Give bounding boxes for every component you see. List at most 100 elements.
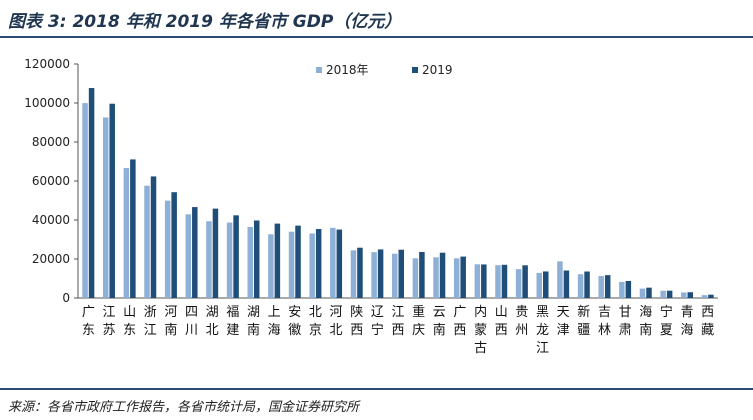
x-tick-label: 西藏: [701, 305, 714, 338]
x-tick-label: 上海: [268, 305, 281, 338]
bar-2019: [501, 264, 508, 298]
x-tick-label: 海南: [639, 305, 652, 338]
y-tick-label: 120000: [24, 57, 70, 71]
bar-2018: [288, 231, 295, 298]
bar-2019: [584, 271, 590, 298]
bar-2019: [439, 252, 446, 298]
x-tick-label: 广东: [82, 305, 95, 338]
x-tick-label: 湖北: [206, 305, 219, 338]
y-tick-label: 60000: [32, 174, 70, 188]
bar-2019: [481, 264, 487, 298]
bar-2019: [666, 290, 673, 298]
bar-2018: [701, 295, 708, 298]
bar-2018: [309, 233, 315, 298]
bar-2019: [377, 249, 384, 298]
bar-2018: [226, 222, 233, 298]
bar-2018: [577, 274, 584, 298]
x-tick-label: 甘肃: [619, 305, 632, 338]
bar-2018: [474, 264, 481, 298]
y-tick-label: 0: [62, 291, 70, 305]
bar-2018: [453, 258, 460, 298]
x-tick-label: 云南: [433, 305, 446, 338]
bar-2019: [150, 176, 157, 298]
bar-2019: [295, 225, 301, 298]
x-tick-label: 河南: [164, 305, 177, 338]
x-tick-label: 天津: [557, 305, 570, 338]
x-tick-label: 山西: [495, 305, 508, 338]
bar-2019: [522, 265, 528, 298]
title-bar: 图表 3: 2018 年和 2019 年各省市 GDP（亿元）: [0, 0, 753, 38]
x-tick-label: 重庆: [412, 304, 425, 338]
y-tick-label: 20000: [32, 252, 70, 266]
bar-2019: [253, 220, 260, 298]
bar-2018: [185, 214, 192, 298]
y-tick-label: 100000: [24, 96, 70, 110]
bar-2018: [515, 269, 522, 298]
bar-2018: [206, 221, 212, 298]
bar-2018: [392, 253, 398, 298]
bar-2018: [371, 252, 377, 298]
x-tick-label: 江苏: [102, 305, 115, 338]
bar-2019: [88, 88, 95, 298]
bar-2019: [336, 229, 343, 298]
bar-2019: [315, 229, 322, 298]
gdp-bar-chart: 0 20000 40000 60000 80000 100000 120000 广东江苏山东浙…: [24, 57, 718, 356]
bar-2018: [350, 250, 357, 298]
bar-2018: [433, 257, 439, 298]
bar-2019: [233, 215, 239, 298]
legend-label: 2019: [422, 63, 453, 77]
x-tick-label: 河北: [330, 305, 343, 338]
x-tick-label: 四川: [185, 305, 198, 338]
x-tick-label: 湖南: [247, 305, 260, 338]
bar-2018: [639, 288, 646, 298]
bar-2019: [604, 275, 611, 298]
bar-2019: [625, 280, 632, 298]
x-tick-label: 贵州: [515, 305, 528, 338]
legend-swatch-2019: [412, 67, 418, 73]
x-tick-label: 北京: [309, 305, 322, 338]
bar-2018: [495, 265, 501, 298]
bar-2018: [536, 272, 543, 298]
bar-2019: [563, 270, 570, 298]
x-tick-label: 黑龙江: [536, 305, 549, 356]
bar-2018: [660, 290, 666, 298]
bar-2019: [171, 192, 177, 298]
x-tick-label: 辽宁: [371, 305, 384, 338]
x-tick-label: 青海: [681, 305, 694, 338]
bar-2018: [330, 227, 336, 298]
bar-2018: [82, 103, 88, 298]
chart-title: 图表 3: 2018 年和 2019 年各省市 GDP（亿元）: [8, 12, 402, 32]
x-tick-label: 吉林: [598, 305, 611, 338]
bar-2018: [268, 234, 274, 298]
source-bar: 来源：各省市政府工作报告，各省市统计局，国金证券研究所: [0, 388, 753, 420]
y-tick-label: 80000: [32, 135, 70, 149]
x-tick-label: 陕西: [350, 305, 363, 338]
legend-label: 2018年: [326, 63, 369, 77]
x-tick-label: 江西: [391, 305, 404, 338]
bar-2018: [681, 292, 687, 298]
bar-2018: [619, 281, 625, 298]
bar-2018: [102, 117, 109, 298]
bar-2019: [708, 294, 714, 298]
source-note: 来源：各省市政府工作报告，各省市统计局，国金证券研究所: [8, 400, 360, 415]
x-tick-label: 广西: [453, 305, 466, 338]
bar-2019: [398, 249, 404, 298]
x-tick-label: 新疆: [577, 304, 590, 338]
x-tick-label: 安徽: [288, 305, 301, 338]
x-tick-label: 福建: [226, 305, 239, 338]
bar-2018: [598, 276, 604, 298]
bar-2019: [192, 207, 198, 298]
x-tick-label: 宁夏: [660, 304, 673, 338]
bar-2018: [557, 261, 563, 298]
bar-2019: [543, 271, 549, 298]
bar-2018: [123, 168, 130, 298]
bar-2018: [144, 185, 150, 298]
y-tick-label: 40000: [32, 213, 70, 227]
bar-2019: [419, 251, 425, 298]
x-tick-label: 山东: [123, 305, 136, 338]
bar-2019: [130, 159, 136, 298]
bar-2019: [357, 247, 363, 298]
bar-2018: [164, 200, 171, 298]
bar-2018: [412, 258, 419, 298]
bar-2019: [274, 223, 281, 298]
